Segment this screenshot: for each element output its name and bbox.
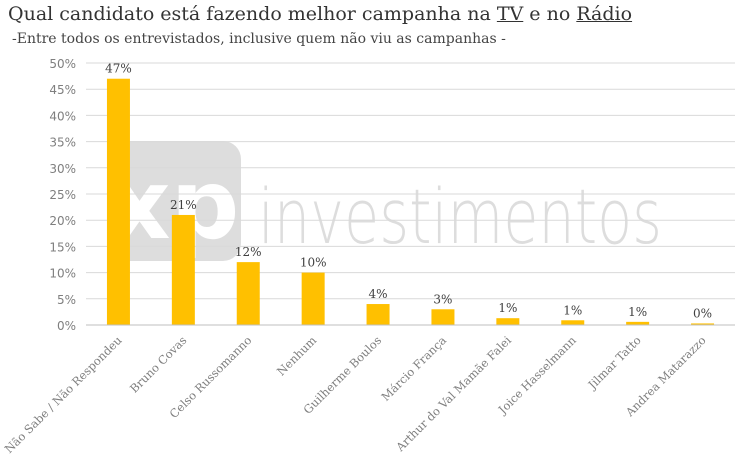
x-axis: Não Sabe / Não Respondeu Bruno CovasCelso… <box>2 324 735 456</box>
bars: 47% 21% 12% 10% 4% 3% 1% 1% 1% 0% <box>105 62 715 325</box>
y-tick-label: 45% <box>49 83 76 97</box>
data-label: 0% <box>693 306 712 320</box>
y-tick-label: 25% <box>49 188 76 202</box>
bar <box>171 214 195 325</box>
chart-subtitle: -Entre todos os entrevistados, inclusive… <box>12 31 506 47</box>
x-tick-label: Márcio França <box>378 333 449 404</box>
watermark-logo-box <box>107 141 241 261</box>
data-label: 1% <box>628 305 647 319</box>
data-label: 1% <box>563 303 582 317</box>
y-tick-label: 5% <box>57 293 76 307</box>
x-tick-label: Não Sabe / Não Respondeu <box>2 333 125 456</box>
data-label: 10% <box>300 256 327 270</box>
data-label: 1% <box>498 301 517 315</box>
y-tick-label: 20% <box>49 214 76 228</box>
y-tick-label: 35% <box>49 136 76 150</box>
data-label: 3% <box>433 292 452 306</box>
bar <box>431 309 455 325</box>
x-tick-label: Bruno Covas <box>127 333 190 396</box>
bar <box>106 78 130 325</box>
chart-title-mid: e no <box>523 3 577 25</box>
chart-title: Qual candidato está fazendo melhor campa… <box>8 3 632 25</box>
bar <box>691 323 715 325</box>
data-label: 21% <box>170 198 197 212</box>
chart-title-tv: TV <box>496 3 524 25</box>
watermark-text: investimentos <box>258 172 662 261</box>
y-tick-label: 15% <box>49 240 76 254</box>
chart-title-prefix: Qual candidato está fazendo melhor campa… <box>8 3 497 25</box>
x-tick-label: Arthur do Val Mamãe Falei <box>392 333 514 455</box>
data-label: 4% <box>369 287 388 301</box>
data-label: 47% <box>105 62 132 76</box>
y-tick-label: 50% <box>49 57 76 71</box>
y-tick-label: 10% <box>49 267 76 281</box>
y-tick-label: 40% <box>49 109 76 123</box>
bar <box>626 321 650 325</box>
bar <box>366 304 390 325</box>
bar <box>496 318 520 325</box>
y-tick-label: 30% <box>49 162 76 176</box>
chart-title-radio: Rádio <box>576 3 633 25</box>
bar <box>236 262 260 325</box>
y-tick-label: 0% <box>57 319 76 333</box>
bar <box>301 272 325 325</box>
y-axis: 0% 5% 10% 15% 20% 25% 30% 35% 40% 45% 50% <box>49 57 76 333</box>
data-label: 12% <box>235 245 262 259</box>
bar <box>561 320 585 325</box>
x-tick-label: Nenhum <box>274 333 319 378</box>
x-tick-label: Jilmar Tatto <box>585 333 644 392</box>
